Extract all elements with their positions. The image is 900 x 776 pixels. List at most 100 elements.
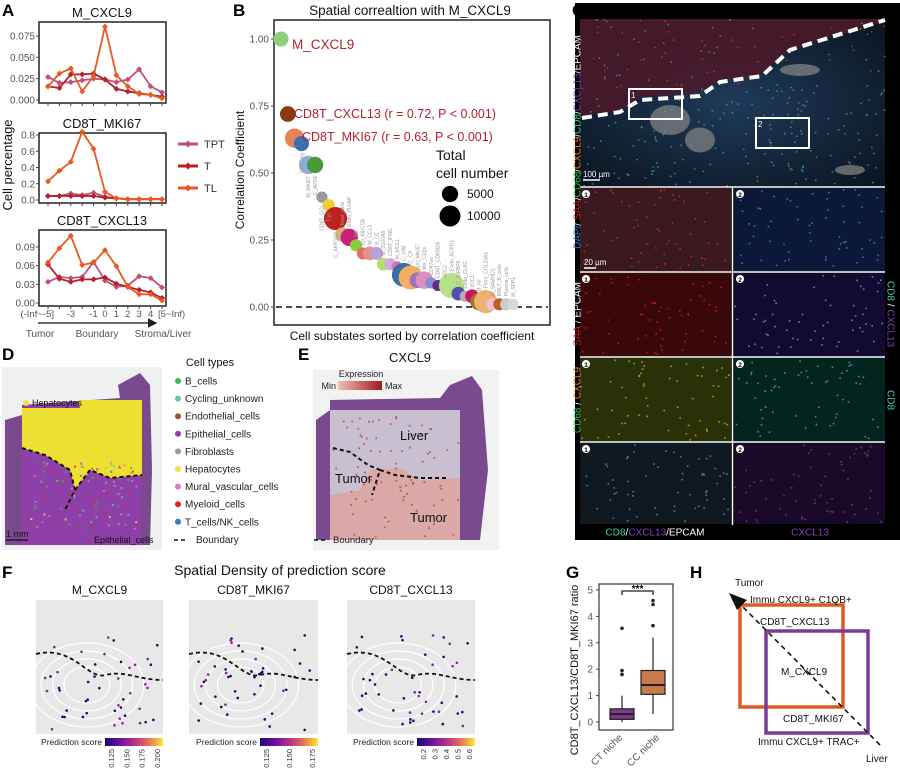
expression-dot [387,520,390,523]
cell-signal [637,201,640,204]
cell-signal [665,450,667,452]
cell-signal [767,225,770,228]
cell-signal [614,121,617,124]
density-contour [193,650,288,720]
cell-signal [833,275,836,278]
cell-signal [876,259,879,261]
cell-signal [640,126,643,129]
cell-signal [789,200,792,202]
cell-signal [598,57,601,59]
cell-signal [846,369,848,372]
expression-dot [370,478,372,481]
cell-signal [880,236,883,239]
legend-label: T_cells/NK_cells [185,517,259,528]
cell-signal [761,417,764,420]
roi-badge [736,275,744,283]
region-label-liver: Liver [400,428,429,443]
prediction-point [293,675,297,679]
label-marker [85,537,91,543]
cell-signal [796,108,799,110]
roi-badge [736,445,744,453]
cell-signal [583,261,585,264]
cell-dot [112,480,115,483]
expression-dot [378,450,381,453]
expression-dot [354,498,357,500]
cell-signal [673,451,675,454]
roi-badge [582,360,590,368]
prediction-point [117,704,120,707]
cell-signal [633,362,636,365]
cell-signal [761,190,763,193]
expression-dot [368,420,370,423]
point-label: C_CP [408,250,414,264]
cell-signal [840,463,843,466]
cell-signal [654,136,657,138]
colorbar-label: Prediction score [41,737,102,747]
cell-dot [88,483,91,486]
cell-signal [606,465,609,468]
cell-signal [583,184,586,187]
purple-niche-box [764,629,870,735]
cell-signal [854,315,857,317]
prediction-point [144,683,147,686]
cell-signal [643,365,646,367]
cell-signal [709,163,712,166]
cell-signal [843,125,845,127]
cell-signal [799,360,801,362]
cell-signal [613,487,615,489]
cell-signal [723,498,725,500]
cell-signal [760,259,762,262]
cell-signal [654,352,656,354]
cell-signal [829,59,831,61]
expression-dot [457,499,460,501]
cell-dot [110,470,113,473]
prediction-point [409,718,412,721]
point-label: Mo_C1Qs [422,246,428,269]
cell-signal [784,514,787,516]
prediction-point [229,638,232,642]
prediction-point [358,709,361,712]
cell-dot [129,492,132,495]
cell-signal [871,325,874,327]
cell-signal [726,423,729,426]
cell-signal [608,332,610,335]
legend-marker [175,395,181,402]
cell-signal [774,325,776,328]
y-tick-label: 0.09 [16,243,36,254]
cell-signal [862,256,864,259]
legend-marker [175,483,181,490]
cell-signal [729,19,731,21]
cell-signal [689,233,692,235]
cell-signal [676,380,678,382]
cell-signal [719,35,722,38]
x-tick-label: 1 [114,309,119,320]
cell-signal [632,490,635,493]
cell-signal [836,394,839,397]
cell-signal [585,327,587,329]
cell-dot [103,495,106,498]
data-point-tl [79,262,86,269]
prediction-point [355,646,359,649]
cell-signal [839,377,841,379]
cell-signal [824,258,827,261]
cell-signal [793,33,795,36]
cell-signal [804,427,807,429]
data-point-tl [124,283,131,290]
channel-name: / EPCAM [573,282,584,326]
cell-dot [123,464,126,467]
cell-signal [585,475,588,478]
prediction-point [86,680,90,684]
expression-dot [357,427,360,430]
expression-dot [412,433,415,436]
cell-signal [711,125,714,127]
data-point-t [90,276,97,283]
cell-signal [581,437,584,440]
cell-signal [724,437,726,439]
cell-signal [704,258,707,261]
prediction-point [86,698,89,701]
cell-signal [686,465,689,467]
map-label-epithelial: Epithelial_cells [94,535,154,545]
cell-signal [613,172,616,174]
cell-signal [664,52,666,54]
cell-signal [646,351,648,354]
